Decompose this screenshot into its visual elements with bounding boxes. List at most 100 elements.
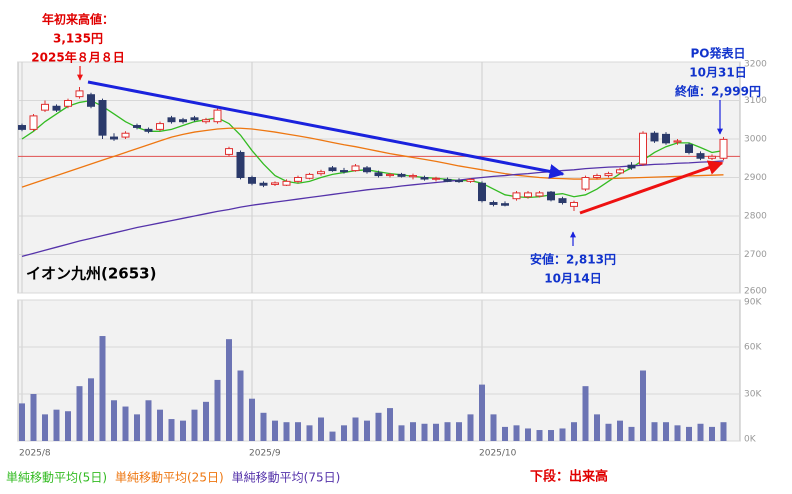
candle-body — [455, 180, 463, 183]
legend-entry: 単純移動平均(5日) — [6, 471, 107, 485]
candle-body — [616, 169, 624, 174]
candle-body — [604, 173, 613, 177]
volume-bar — [467, 414, 474, 441]
candle-body — [593, 175, 601, 178]
volume-bar — [421, 423, 428, 441]
y-tick-label: 90K — [744, 298, 762, 308]
trend-arrow — [579, 160, 724, 215]
y-tick-label: 60K — [744, 343, 762, 353]
candle-body — [144, 128, 153, 132]
volume-bar — [352, 417, 359, 441]
volume-bar — [65, 411, 71, 441]
annotation: 10月14日 — [544, 272, 601, 286]
volume-bar — [42, 414, 48, 441]
volume-bar — [364, 420, 370, 441]
volume-bar — [168, 419, 175, 441]
x-tick-label: 2025/8 — [19, 449, 51, 459]
candle-body — [627, 164, 636, 169]
volume-title: 下段：出来高 — [530, 469, 608, 485]
candle-body — [512, 192, 521, 200]
annotation: 安値：2,813円 — [530, 252, 616, 267]
candle-body — [558, 198, 567, 204]
candle-body — [317, 171, 325, 175]
candle-body — [29, 115, 38, 130]
moving-average-line — [21, 160, 724, 258]
volume-bar — [111, 400, 117, 441]
candle-body — [443, 178, 452, 182]
candle-body — [87, 94, 95, 107]
volume-bar — [651, 422, 658, 441]
candle-body — [305, 173, 314, 179]
candle-body — [685, 144, 693, 153]
volume-bar — [283, 422, 290, 441]
annotation: 終値：2,999円 — [675, 84, 761, 99]
candle-body — [409, 175, 417, 178]
volume-bar — [214, 379, 221, 441]
candle-body — [75, 90, 84, 98]
volume-bar — [88, 378, 94, 441]
volume-bar — [674, 425, 681, 441]
volume-bar — [709, 426, 715, 441]
candle-body — [179, 119, 187, 123]
candle-body — [363, 167, 371, 173]
volume-bar — [226, 339, 232, 441]
volume-bar — [306, 425, 313, 441]
volume-bar — [99, 336, 106, 441]
candle-body — [64, 100, 72, 107]
candle-body — [225, 148, 233, 155]
y-tick-label: 2900 — [744, 173, 767, 183]
candle-body — [547, 191, 555, 201]
volume-bar — [640, 370, 646, 441]
y-tick-label: 0K — [744, 435, 757, 445]
volume-bar — [180, 420, 186, 441]
volume-bar — [122, 406, 129, 441]
candle-body — [271, 182, 279, 185]
y-tick-label: 2800 — [744, 212, 767, 222]
candle-body — [133, 125, 141, 128]
volume-bar — [318, 417, 324, 441]
x-tick-label: 2025/9 — [249, 449, 281, 459]
candle-body — [386, 173, 394, 177]
volume-bar — [329, 431, 336, 441]
candle-body — [236, 151, 245, 179]
volume-bar — [375, 412, 382, 441]
candle-body — [190, 117, 199, 121]
candle-body — [110, 136, 118, 140]
volume-bar — [686, 426, 692, 441]
volume-bar — [663, 422, 669, 441]
candle-body — [294, 177, 302, 182]
volume-bar — [525, 428, 531, 441]
candle-body — [328, 167, 337, 172]
volume-bar — [203, 401, 209, 441]
candle-body — [340, 170, 348, 173]
y-tick-label: 30K — [744, 390, 762, 400]
volume-bar — [571, 422, 577, 441]
annotation: 2025年８月８日 — [31, 50, 124, 65]
x-tick-label: 2025/10 — [479, 449, 517, 459]
volume-bar — [237, 370, 244, 441]
y-tick-label: 2700 — [744, 250, 767, 260]
y-tick-label: 3200 — [744, 60, 767, 70]
volume-bar — [145, 400, 152, 441]
candle-body — [167, 117, 176, 123]
annotation: 3,135円 — [53, 32, 103, 46]
candle-body — [719, 138, 728, 159]
y-tick-label: 2600 — [744, 287, 767, 297]
candle-body — [501, 203, 509, 206]
legend-entry: 単純移動平均(25日) — [115, 471, 224, 485]
volume-bar — [30, 394, 37, 441]
volume-bar — [456, 422, 462, 441]
candle-body — [156, 123, 164, 130]
candle-body — [662, 133, 670, 144]
candle-body — [213, 109, 222, 123]
volume-bar — [594, 414, 600, 441]
volume-bar — [720, 422, 727, 441]
volume-bar — [548, 430, 554, 441]
candle-body — [374, 172, 383, 177]
annotation: PO発表日 — [691, 46, 746, 61]
volume-bar — [697, 423, 704, 441]
plot: 2600 2700 2800 2900 3000 3100 3200 2025/8 2025/9… — [6, 12, 767, 485]
volume-bar — [433, 423, 439, 441]
candle-body — [397, 173, 406, 177]
candle-body — [18, 125, 26, 130]
